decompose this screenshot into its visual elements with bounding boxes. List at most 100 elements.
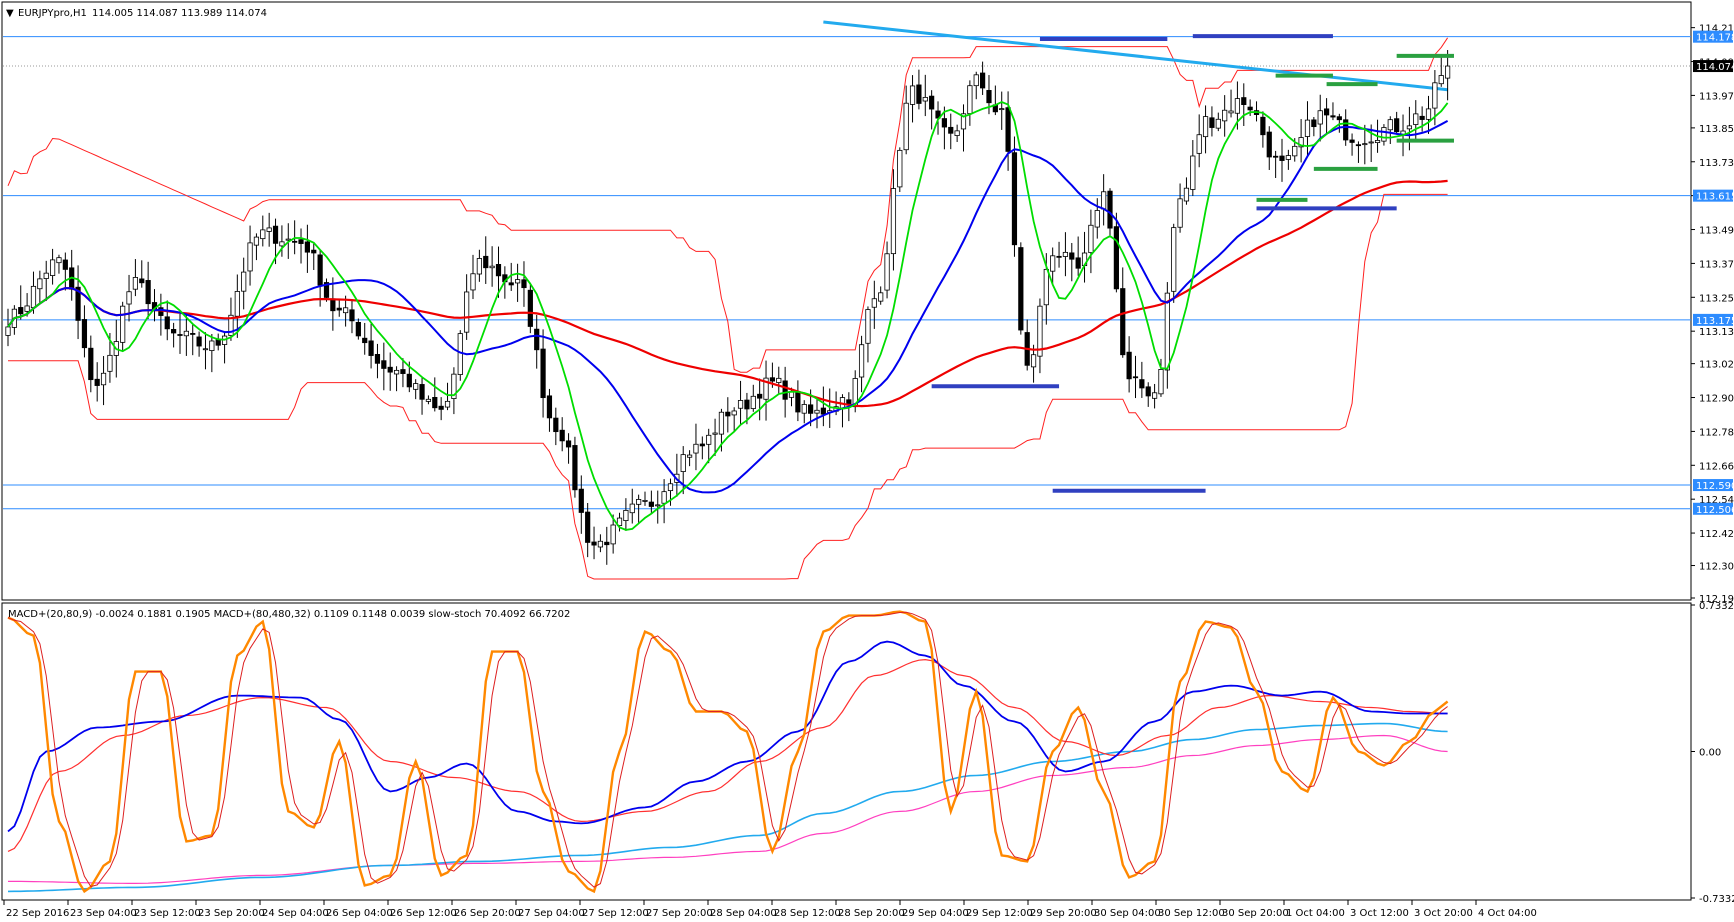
candle-body[interactable] (1445, 65, 1451, 79)
candle-body[interactable] (1088, 224, 1094, 254)
candle-body[interactable] (909, 85, 916, 105)
candle-body[interactable] (922, 96, 928, 102)
candle-body[interactable] (260, 229, 266, 240)
candle-body[interactable] (330, 298, 336, 312)
candle-body[interactable] (62, 259, 68, 270)
candle-body[interactable] (1304, 119, 1311, 137)
candle-body[interactable] (56, 257, 62, 264)
candle-body[interactable] (967, 85, 973, 114)
candle-body[interactable] (1413, 113, 1419, 125)
candle-body[interactable] (37, 278, 43, 290)
candle-body[interactable] (948, 126, 954, 134)
candle-body[interactable] (1171, 227, 1177, 292)
candle-body[interactable] (171, 329, 177, 334)
candle-body[interactable] (623, 510, 629, 521)
candle-body[interactable] (1260, 116, 1266, 136)
candle-body[interactable] (1432, 82, 1438, 109)
candle-body[interactable] (413, 383, 419, 390)
candle-body[interactable] (470, 273, 476, 291)
candle-body[interactable] (604, 541, 610, 546)
candle-body[interactable] (177, 334, 183, 336)
candle-body[interactable] (1101, 191, 1107, 210)
candle-body[interactable] (18, 307, 24, 315)
candle-body[interactable] (183, 330, 189, 337)
candle-body[interactable] (954, 130, 960, 136)
candle-body[interactable] (986, 90, 992, 104)
candle-body[interactable] (209, 340, 215, 351)
candle-body[interactable] (1209, 117, 1215, 128)
candle-body[interactable] (1190, 155, 1196, 190)
trendline[interactable] (823, 20, 1448, 92)
candle-body[interactable] (999, 108, 1005, 111)
candle-body[interactable] (75, 286, 81, 321)
candle-body[interactable] (776, 377, 782, 383)
candle-body[interactable] (1215, 118, 1221, 129)
candle-body[interactable] (49, 259, 56, 276)
candle-body[interactable] (801, 404, 807, 414)
candle-body[interactable] (139, 278, 145, 284)
candle-body[interactable] (317, 254, 323, 286)
candle-body[interactable] (763, 377, 769, 400)
candle-body[interactable] (1292, 145, 1298, 157)
candle-body[interactable] (1349, 139, 1355, 143)
candle-body[interactable] (1202, 116, 1209, 138)
candle-body[interactable] (483, 255, 489, 269)
candle-body[interactable] (865, 309, 871, 344)
candle-body[interactable] (1139, 379, 1145, 389)
candle-body[interactable] (1374, 140, 1381, 144)
candle-body[interactable] (164, 316, 170, 330)
candle-body[interactable] (559, 429, 565, 442)
candle-body[interactable] (782, 380, 788, 400)
candle-body[interactable] (572, 445, 578, 491)
candle-body[interactable] (565, 440, 572, 448)
candle-body[interactable] (1330, 115, 1336, 118)
candle-body[interactable] (1011, 152, 1018, 246)
candle-body[interactable] (903, 102, 909, 151)
candle-body[interactable] (1273, 155, 1279, 158)
candle-body[interactable] (292, 240, 298, 243)
candle-body[interactable] (202, 348, 209, 351)
candle-body[interactable] (1438, 75, 1444, 85)
candle-body[interactable] (629, 503, 635, 514)
candle-body[interactable] (1368, 141, 1374, 144)
candle-body[interactable] (795, 391, 801, 413)
candle-body[interactable] (393, 369, 400, 375)
candle-body[interactable] (1196, 134, 1202, 154)
candle-body[interactable] (1107, 190, 1113, 229)
candle-body[interactable] (1311, 119, 1317, 128)
candle-body[interactable] (616, 517, 623, 526)
candle-body[interactable] (1145, 386, 1151, 397)
candle-body[interactable] (476, 258, 482, 275)
candle-body[interactable] (1005, 107, 1011, 152)
candle-body[interactable] (941, 118, 947, 128)
candle-body[interactable] (1183, 187, 1190, 202)
candle-body[interactable] (1164, 292, 1170, 371)
candle-body[interactable] (107, 354, 113, 372)
candle-body[interactable] (1094, 210, 1100, 228)
candle-body[interactable] (444, 400, 451, 408)
candle-body[interactable] (24, 305, 30, 312)
candle-body[interactable] (1381, 127, 1387, 142)
candle-body[interactable] (1234, 98, 1241, 114)
candle-body[interactable] (457, 333, 463, 375)
candle-body[interactable] (737, 400, 744, 409)
candle-body[interactable] (1241, 97, 1247, 106)
candle-body[interactable] (145, 280, 151, 305)
candle-body[interactable] (234, 291, 240, 317)
candle-body[interactable] (1030, 354, 1037, 368)
candle-body[interactable] (1362, 143, 1368, 146)
candle-body[interactable] (1069, 252, 1075, 260)
candle-body[interactable] (311, 249, 317, 254)
candle-body[interactable] (489, 265, 495, 269)
candle-body[interactable] (960, 113, 967, 130)
candle-body[interactable] (1336, 116, 1342, 121)
candle-body[interactable] (272, 225, 279, 244)
candle-body[interactable] (1056, 255, 1062, 258)
candle-body[interactable] (744, 399, 750, 410)
candle-body[interactable] (648, 501, 654, 507)
candle-body[interactable] (1266, 131, 1272, 158)
candle-body[interactable] (464, 291, 470, 333)
candle-body[interactable] (699, 443, 705, 447)
candle-body[interactable] (241, 271, 247, 292)
candle-body[interactable] (215, 339, 221, 346)
